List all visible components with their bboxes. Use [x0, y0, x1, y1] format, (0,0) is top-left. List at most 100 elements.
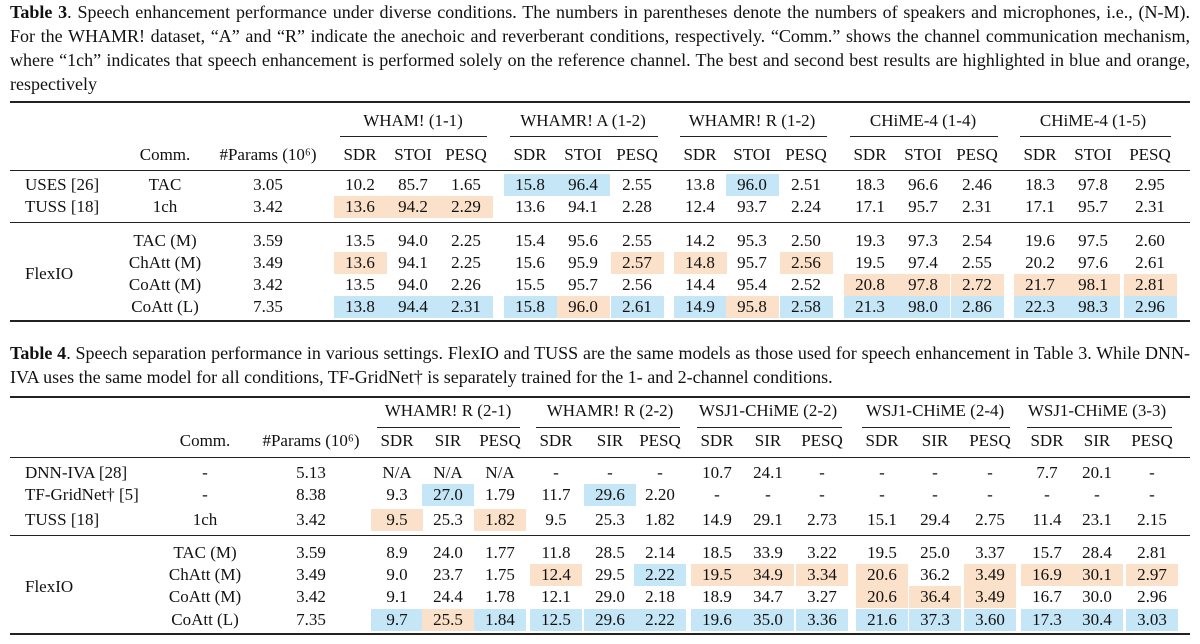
- method-name: FlexIO: [25, 576, 74, 596]
- data-cell: 20.8: [855, 275, 885, 294]
- data-cell: -: [1149, 463, 1155, 482]
- data-cell: 15.8: [515, 297, 545, 316]
- column-header: SDR: [1030, 431, 1064, 450]
- method-name: TUSS [18]: [25, 510, 100, 529]
- data-cell: 25.3: [595, 510, 625, 529]
- data-cell: 85.7: [398, 175, 428, 194]
- data-cell: -: [987, 485, 993, 504]
- data-cell: 96.0: [737, 175, 767, 194]
- table-rule: [1019, 136, 1171, 137]
- highlight: [1126, 564, 1178, 586]
- data-cell: 13.5: [345, 275, 375, 294]
- data-cell: 9.5: [545, 510, 567, 529]
- highlight: [439, 196, 493, 218]
- highlight: [333, 196, 387, 218]
- table-rule: [679, 136, 827, 137]
- highlight: [386, 196, 440, 218]
- comm-cell: TAC: [148, 175, 182, 194]
- table-label: Table 4: [10, 343, 67, 363]
- data-cell: 20.6: [867, 587, 897, 606]
- data-cell: 2.18: [645, 587, 675, 606]
- data-cell: 2.61: [1135, 253, 1165, 272]
- data-cell: -: [879, 463, 885, 482]
- data-cell: 97.3: [908, 231, 938, 250]
- data-cell: 95.7: [737, 253, 767, 272]
- data-cell: 2.55: [622, 231, 652, 250]
- highlight: [422, 484, 474, 506]
- data-cell: 25.3: [433, 510, 463, 529]
- data-cell: 30.1: [1082, 565, 1112, 584]
- data-cell: 3.49: [975, 565, 1005, 584]
- data-cell: 28.5: [595, 543, 625, 562]
- data-cell: 14.8: [685, 253, 715, 272]
- data-cell: 2.56: [622, 275, 652, 294]
- data-cell: 2.28: [622, 197, 652, 216]
- data-cell: 2.86: [962, 297, 992, 316]
- highlight: [1066, 274, 1120, 296]
- comm-cell: CoAtt (M): [128, 275, 202, 294]
- data-cell: 2.75: [975, 510, 1005, 529]
- column-header: #Params (10⁶): [219, 145, 317, 164]
- highlight: [796, 609, 848, 631]
- data-cell: 2.50: [791, 231, 821, 250]
- data-cell: -: [1094, 485, 1100, 504]
- table-caption: Table 3. Speech enhancement performance …: [10, 0, 1190, 96]
- group-header: WHAMR! R (1-2): [688, 111, 816, 130]
- data-cell: 13.8: [685, 175, 715, 194]
- highlight: [896, 274, 950, 296]
- data-cell: 29.6: [595, 485, 625, 504]
- data-cell: 3.03: [1137, 610, 1167, 629]
- highlight: [796, 564, 848, 586]
- data-cell: 2.46: [962, 175, 992, 194]
- data-cell: 29.0: [595, 587, 625, 606]
- data-cell: 1.84: [485, 610, 515, 629]
- highlight: [556, 174, 610, 196]
- group-header: WHAM! (1-1): [363, 111, 463, 130]
- highlight: [333, 252, 387, 274]
- group-header: CHiME-4 (1-4): [869, 111, 977, 130]
- column-header: SDR: [853, 145, 887, 164]
- data-cell: 97.5: [1078, 231, 1108, 250]
- data-cell: 93.7: [737, 197, 767, 216]
- params-cell: 3.49: [296, 565, 326, 584]
- data-cell: 97.6: [1078, 253, 1108, 272]
- data-cell: 96.4: [568, 175, 598, 194]
- data-cell: 3.49: [975, 587, 1005, 606]
- data-cell: 23.1: [1082, 510, 1112, 529]
- data-cell: 9.0: [386, 565, 408, 584]
- data-cell: 1.75: [485, 565, 515, 584]
- data-cell: 94.1: [568, 197, 598, 216]
- highlight: [1071, 609, 1123, 631]
- highlight: [742, 609, 794, 631]
- highlight: [439, 296, 493, 318]
- data-cell: 2.58: [791, 297, 821, 316]
- highlight: [610, 252, 664, 274]
- data-cell: -: [765, 485, 771, 504]
- data-cell: 25.0: [920, 543, 950, 562]
- data-cell: 15.6: [515, 253, 545, 272]
- highlight: [474, 509, 526, 531]
- highlight: [909, 586, 961, 608]
- data-cell: 24.0: [433, 543, 463, 562]
- data-cell: 18.3: [1025, 175, 1055, 194]
- data-cell: 19.6: [702, 610, 732, 629]
- highlight: [371, 609, 423, 631]
- params-cell: 3.05: [253, 175, 283, 194]
- data-cell: 97.4: [908, 253, 938, 272]
- data-cell: 36.2: [920, 565, 950, 584]
- column-header: STOI: [394, 145, 432, 164]
- data-cell: 34.9: [753, 565, 783, 584]
- highlight: [691, 609, 743, 631]
- data-cell: -: [819, 485, 825, 504]
- data-cell: 96.0: [568, 297, 598, 316]
- data-cell: 10.2: [345, 175, 375, 194]
- data-cell: 2.20: [645, 485, 675, 504]
- data-cell: 95.7: [1078, 197, 1108, 216]
- comm-cell: -: [202, 485, 208, 504]
- data-cell: 29.1: [753, 510, 783, 529]
- data-cell: 94.2: [398, 197, 428, 216]
- data-cell: 19.3: [855, 231, 885, 250]
- highlight: [556, 296, 610, 318]
- highlight: [673, 296, 727, 318]
- data-cell: 2.72: [962, 275, 992, 294]
